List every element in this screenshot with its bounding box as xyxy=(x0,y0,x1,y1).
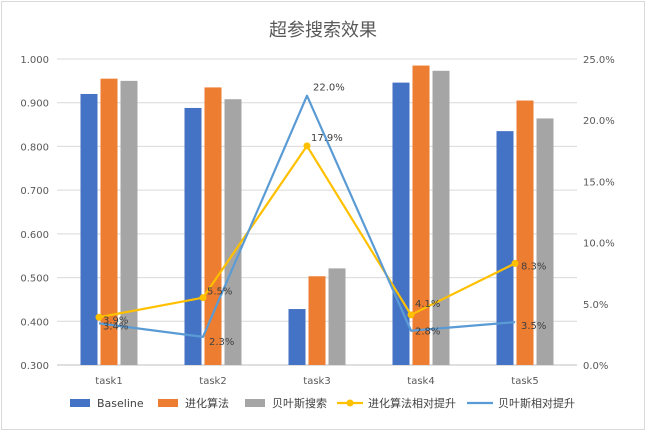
y2-tick-label: 25.0% xyxy=(583,55,615,66)
y-tick-label: 0.500 xyxy=(20,274,49,285)
y2-tick-label: 15.0% xyxy=(583,177,615,188)
data-label: 3.4% xyxy=(103,321,128,332)
y-tick-label: 0.300 xyxy=(20,361,49,372)
y-tick-label: 0.800 xyxy=(20,142,49,153)
x-tick-label: task1 xyxy=(95,376,122,387)
bar xyxy=(184,107,202,366)
line-marker xyxy=(199,294,207,302)
x-tick-label: task2 xyxy=(199,376,226,387)
y-tick-label: 1.000 xyxy=(20,55,49,66)
data-label: 4.1% xyxy=(415,299,440,310)
bar xyxy=(308,276,326,365)
y-tick-label: 0.700 xyxy=(20,186,49,197)
bar xyxy=(432,70,450,365)
bar xyxy=(120,80,138,365)
data-label: 17.9% xyxy=(311,133,343,144)
y2-tick-label: 0.0% xyxy=(583,361,608,372)
series-line xyxy=(98,94,516,338)
data-label: 2.3% xyxy=(209,337,234,348)
line-marker xyxy=(407,311,415,319)
bar xyxy=(204,87,222,366)
x-axis: task1 task2 task3 task4 task5 xyxy=(95,376,538,387)
legend-label: 进化算法 xyxy=(185,396,229,410)
data-label: 5.5% xyxy=(207,287,232,298)
x-tick-label: task5 xyxy=(511,376,538,387)
bar xyxy=(412,65,430,366)
x-tick-label: task4 xyxy=(407,376,434,387)
legend: Baseline 进化算法 贝叶斯搜索 进化算法相对提升 贝叶斯相对提升 xyxy=(70,396,575,410)
line-marker xyxy=(511,259,519,267)
bar xyxy=(100,78,118,366)
data-label: 8.3% xyxy=(521,261,546,272)
bar xyxy=(328,268,346,365)
data-label: 3.5% xyxy=(521,321,546,332)
legend-label: 进化算法相对提升 xyxy=(368,396,456,410)
y2-tick-label: 5.0% xyxy=(583,300,608,311)
legend-swatch xyxy=(158,399,178,407)
data-label: 2.8% xyxy=(415,327,440,338)
bar xyxy=(516,100,534,366)
bar xyxy=(496,131,514,365)
bar-series xyxy=(80,65,554,366)
y-axis-left: 0.300 0.400 0.500 0.600 0.700 0.800 0.900 1.000 xyxy=(20,55,49,372)
legend-swatch xyxy=(245,399,265,407)
legend-label: Baseline xyxy=(97,397,144,410)
bar xyxy=(224,99,242,366)
chart-title: 超参搜索效果 xyxy=(269,20,377,41)
y2-tick-label: 10.0% xyxy=(583,239,615,250)
series-line xyxy=(98,144,516,319)
x-tick-label: task3 xyxy=(303,376,330,387)
data-label: 3.9% xyxy=(103,315,128,326)
bar xyxy=(392,82,410,365)
y-tick-label: 0.900 xyxy=(20,99,49,110)
line-series: 3.9% 5.5% 17.9% 4.1% 8.3% 3.4% 2.3% 22.0% 2.8% 3.… xyxy=(95,83,546,348)
bar xyxy=(536,118,554,365)
line-marker xyxy=(303,142,311,150)
bar xyxy=(288,309,306,365)
legend-marker xyxy=(346,399,354,407)
y-tick-label: 0.400 xyxy=(20,317,49,328)
legend-swatch xyxy=(70,399,90,407)
legend-label: 贝叶斯搜索 xyxy=(272,396,327,410)
legend-label: 贝叶斯相对提升 xyxy=(498,396,575,410)
line-marker xyxy=(95,313,103,321)
y2-tick-label: 20.0% xyxy=(583,116,615,127)
y-axis-right: 0.0% 5.0% 10.0% 15.0% 20.0% 25.0% xyxy=(583,55,615,372)
y-tick-label: 0.600 xyxy=(20,230,49,241)
data-label: 22.0% xyxy=(313,83,345,94)
bar xyxy=(80,93,98,365)
